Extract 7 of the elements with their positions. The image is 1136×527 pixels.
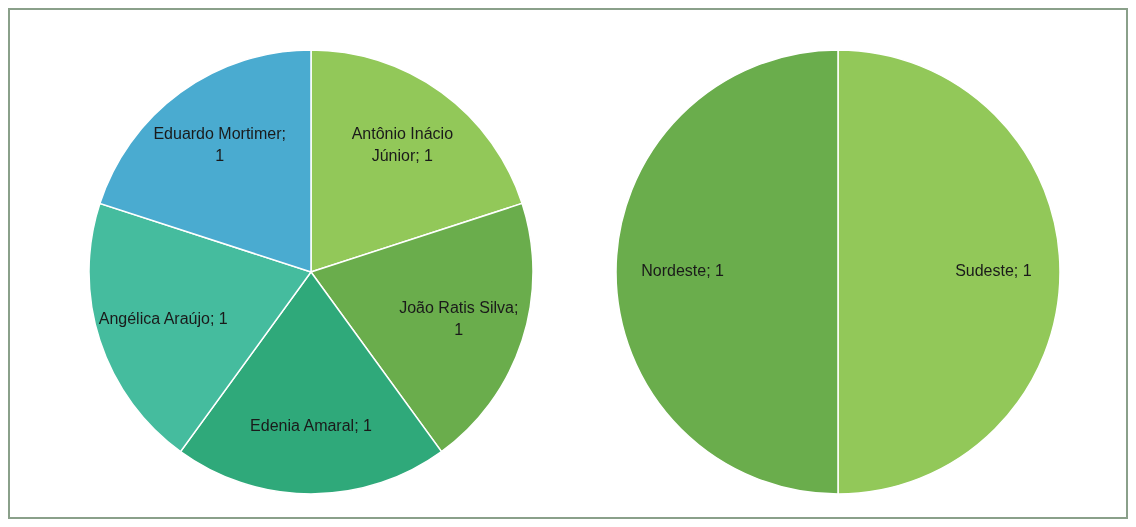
data-label: Eduardo Mortimer; 1 — [153, 125, 286, 165]
data-label: Angélica Araújo; 1 — [98, 310, 228, 328]
data-label: Antônio Inácio Júnior; 1 — [351, 125, 454, 165]
data-label: Edenia Amaral; 1 — [250, 417, 373, 435]
data-label: Sudeste; 1 — [955, 262, 1032, 280]
data-label: João Ratis Silva; 1 — [399, 299, 519, 339]
data-label: Nordeste; 1 — [641, 262, 725, 280]
